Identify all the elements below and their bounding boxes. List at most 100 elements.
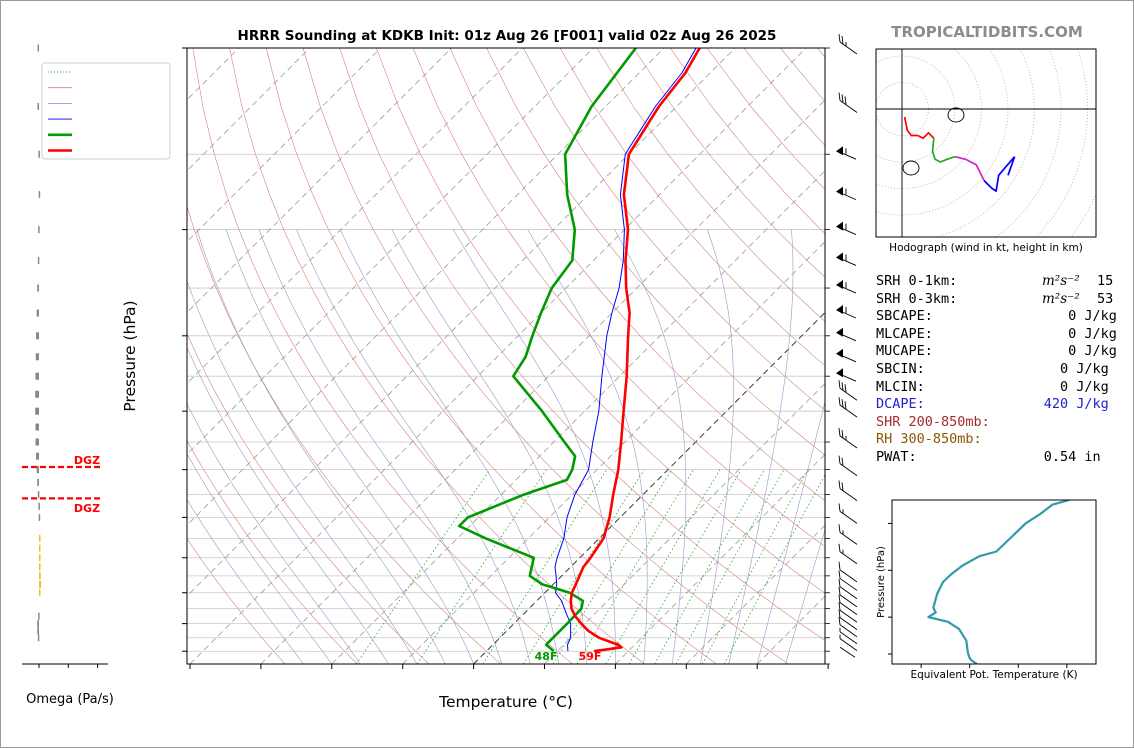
- hodograph-segment: [917, 131, 935, 140]
- wind-barb-feather: [838, 543, 841, 552]
- surface-temperature-label: 59F: [579, 650, 602, 663]
- stat-row: DCAPE: 420 J/kg: [876, 396, 1109, 412]
- wind-barb-pennant: [836, 146, 843, 156]
- stat-label: RH 300-850mb:: [876, 431, 982, 448]
- wind-barb: [838, 570, 858, 591]
- mixing-ratio-line: [523, 469, 645, 664]
- wind-barb: [838, 480, 858, 501]
- watermark-text: TROPICALTIDBITS.COM: [891, 23, 1083, 41]
- stat-unit: m²s⁻²: [1042, 290, 1080, 307]
- isotherm-line: [187, 48, 381, 243]
- omega-bar: [35, 353, 39, 361]
- legend-box: [41, 62, 171, 160]
- wind-barb: [838, 92, 858, 113]
- stat-unit: m²s⁻²: [1042, 273, 1080, 289]
- dry-adiabat-line: [192, 48, 573, 664]
- mixing-ratio-line: [628, 469, 742, 664]
- mixing-ratio-line: [482, 469, 608, 664]
- wind-barb: [838, 427, 858, 449]
- wind-barb-feather: [838, 524, 841, 533]
- wind-barb: [838, 455, 858, 476]
- wind-barb-pennant: [836, 221, 843, 231]
- dry-adiabat-line: [187, 538, 286, 664]
- wind-barb: [836, 348, 857, 363]
- omega-bar: [37, 627, 39, 635]
- wind-barb-shaft: [839, 602, 858, 616]
- pseudoadiabat-line: [187, 403, 361, 664]
- hodograph-segment: [983, 156, 1016, 192]
- wind-barb: [836, 186, 857, 201]
- wind-barb-pennant: [836, 186, 843, 196]
- omega-bar: [37, 491, 40, 499]
- omega-bar: [38, 150, 40, 158]
- stat-label: MUCAPE:: [876, 343, 933, 360]
- pseudoadiabat-line: [614, 229, 687, 664]
- wind-barb-shaft: [839, 586, 858, 600]
- wind-barb-feather: [838, 455, 841, 464]
- stat-label: SRH 0-1km:: [876, 273, 958, 289]
- wind-barb-feather: [838, 578, 841, 587]
- stat-row: SBCAPE: 0 J/kg: [876, 308, 1117, 324]
- wind-barb-feather: [841, 94, 844, 103]
- wind-barb: [838, 602, 858, 623]
- dry-adiabat-line: [449, 48, 825, 501]
- wind-barb: [838, 503, 858, 524]
- stat-label: MLCAPE:: [876, 325, 933, 342]
- omega-bar: [35, 390, 39, 398]
- pseudoadiabat-line: [187, 453, 333, 664]
- wind-barb: [836, 327, 857, 342]
- pseudoadiabat-line: [756, 400, 825, 664]
- wind-barb: [836, 368, 857, 382]
- wind-barb-pennant: [836, 305, 843, 315]
- wind-barb-feather: [844, 96, 847, 105]
- isotherm-line: [187, 48, 665, 526]
- wind-barb-feather: [841, 482, 844, 491]
- omega-bar: [38, 191, 41, 199]
- stat-row: SHR 200-850mb:63 kt: [876, 414, 1134, 430]
- dry-adiabat-line: [339, 48, 825, 641]
- stat-label: MLCIN:: [876, 378, 925, 395]
- dry-adiabat-line: [486, 48, 825, 456]
- omega-bar: [39, 580, 42, 588]
- isotherm-line: [187, 48, 523, 384]
- wind-barb: [838, 609, 858, 630]
- wind-barb: [838, 524, 858, 545]
- wind-barb: [839, 634, 858, 651]
- wind-barb: [836, 305, 857, 319]
- wind-barb: [838, 397, 858, 418]
- wind-barb-feather: [838, 480, 841, 489]
- skewt-background-lines: [187, 48, 825, 664]
- hodograph-segment: [931, 138, 956, 163]
- stat-row: RH 300-850mb:29 %: [876, 431, 1134, 448]
- omega-bar: [37, 620, 39, 628]
- pseudoadiabat-line: [187, 498, 304, 664]
- wind-barb-feather: [838, 586, 841, 595]
- dry-adiabat-line: [187, 205, 501, 664]
- dry-adiabat-line: [559, 48, 825, 367]
- mixing-ratio-line: [355, 469, 491, 664]
- skewt-plot-frame: [186, 47, 826, 665]
- dry-adiabat-line: [596, 48, 825, 322]
- wind-barb-feather: [838, 561, 841, 570]
- theta-e-plot-area: [927, 500, 1070, 664]
- omega-x-axis-label: Omega (Pa/s): [26, 692, 114, 707]
- omega-panel: [22, 44, 108, 668]
- isotherm-line: [187, 48, 310, 172]
- wind-barb-feather: [838, 397, 841, 406]
- wind-barb-shaft: [839, 631, 858, 645]
- pseudoadiabat-line: [728, 229, 794, 664]
- stat-row: SRH 0-1km: 15 m²s⁻²: [876, 273, 1113, 289]
- wind-barb-shaft: [839, 594, 858, 608]
- wind-barb: [838, 616, 858, 638]
- stat-value: 0 J/kg: [1068, 325, 1117, 342]
- wind-barb-shaft: [839, 569, 858, 583]
- isotherm-line: [260, 99, 825, 664]
- wind-barb-feather: [838, 427, 841, 437]
- skewt-series: [457, 48, 701, 653]
- omega-bar: [37, 284, 39, 292]
- isotherm-line: [189, 48, 807, 664]
- isotherm-line: [187, 48, 452, 314]
- wind-barb-pennant: [836, 368, 843, 378]
- skewt-x-axis-label: Temperature (°C): [438, 693, 573, 711]
- wind-barb-feather: [838, 33, 841, 43]
